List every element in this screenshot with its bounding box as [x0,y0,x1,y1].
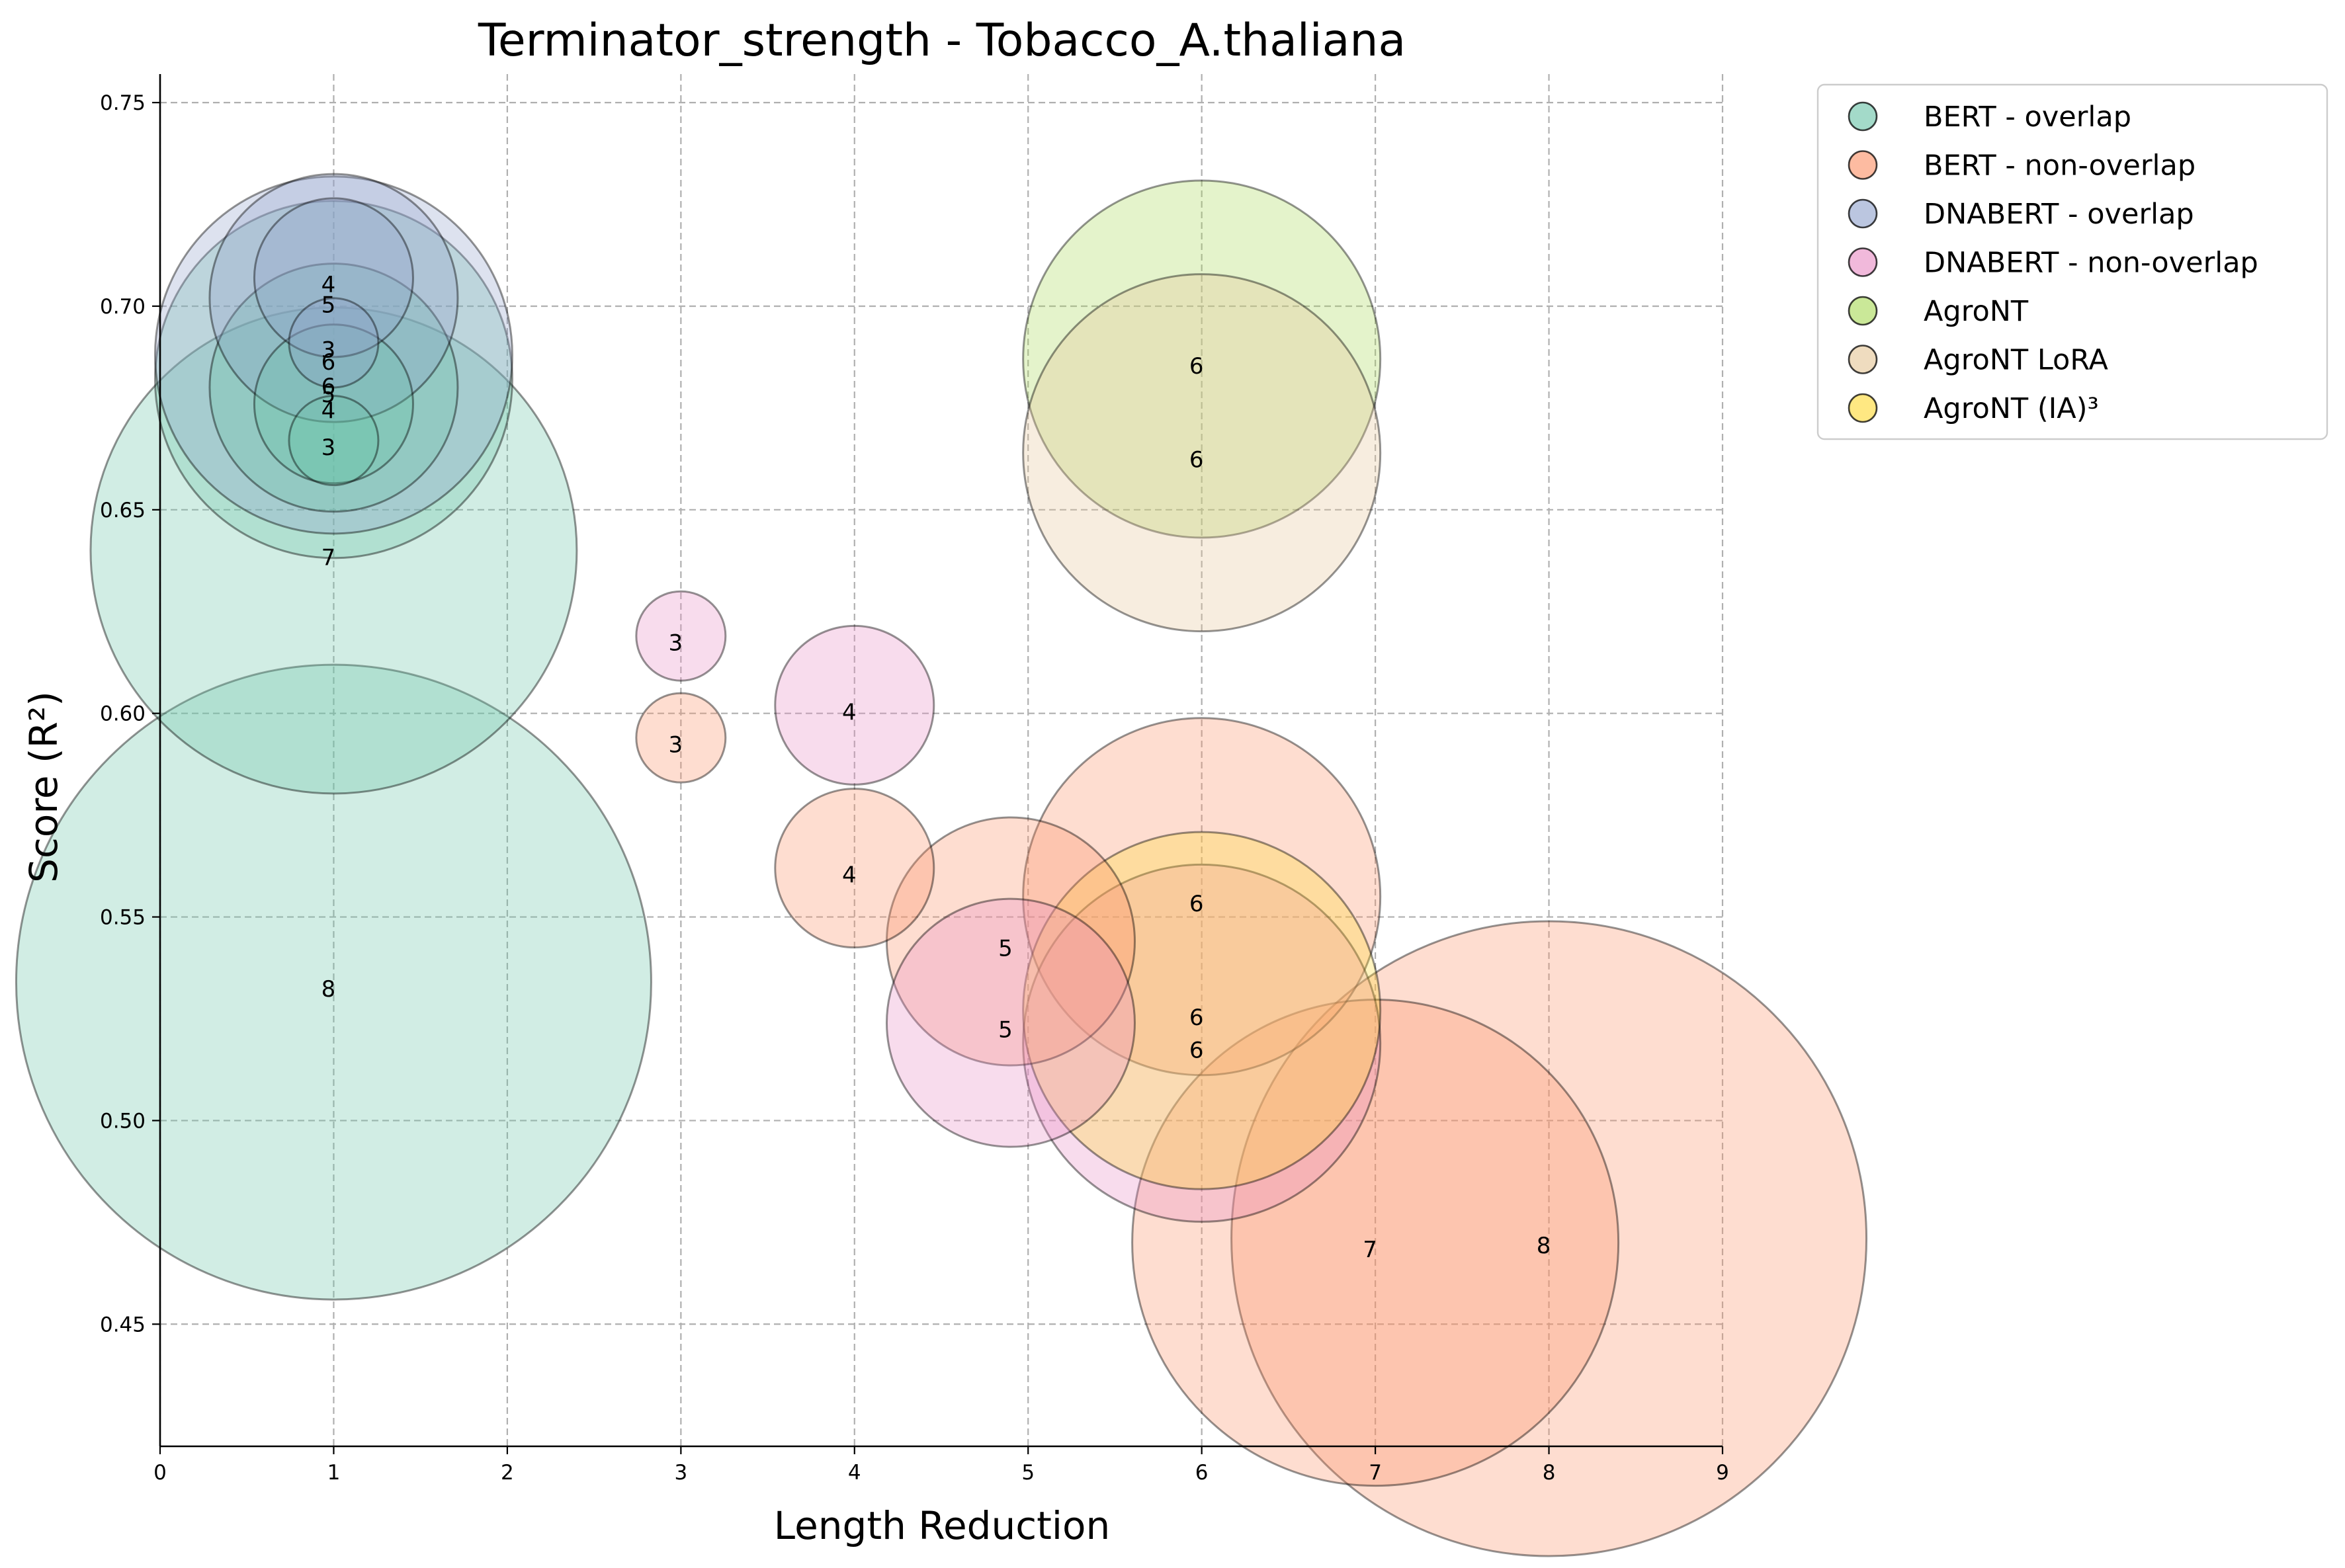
bubble-point [885,816,1136,1067]
x-tick-label: 0 [153,1461,167,1485]
bubble-point [208,173,459,423]
legend-marker [1848,198,1878,229]
legend-label: BERT - non-overlap [1924,149,2196,183]
bubble-data-label: 4 [842,699,857,725]
y-tick-label: 0.45 [100,1313,146,1337]
axes [152,74,1724,1454]
x-tick-label: 4 [848,1461,861,1485]
bubble-data-label: 8 [1537,1233,1551,1259]
legend: BERT - overlap BERT - non-overlap DNABERT … [1816,83,2328,440]
bubble-data-label: 7 [1363,1237,1377,1263]
bubble-point [153,200,513,559]
legend-box [1816,83,2328,440]
x-tick-label: 3 [674,1461,687,1485]
bubble-data-label: 8 [321,976,336,1003]
bubble-point [1022,863,1382,1223]
legend-marker [1848,101,1878,132]
legend-marker [1848,247,1878,277]
bubble-point [885,897,1136,1148]
bubble-point [288,395,380,487]
y-tick-label: 0.75 [100,91,146,115]
bubble-point [1022,273,1382,633]
bubble-data-label: 3 [321,337,336,363]
legend-marker [1848,150,1878,180]
tick-labels: 0 1 2 3 4 5 6 7 8 90.450.500.550.600.650.700.75 [100,91,1729,1485]
x-tick-label: 1 [327,1461,341,1485]
legend-label: AgroNT LoRA [1924,344,2108,377]
bubble-data-label: 4 [321,272,336,298]
y-tick-label: 0.50 [100,1109,146,1133]
bubble-point [635,692,727,784]
legend-label: BERT - overlap [1924,101,2131,134]
bubble-data-label: 6 [1189,891,1204,917]
bubble-point [1230,920,1868,1557]
bubble-point [1022,717,1382,1077]
bubble-point [89,306,578,795]
grid-lines [159,74,1724,1446]
y-tick-label: 0.55 [100,906,146,930]
chart-title: Terminator_strength - Tobacco_A.thaliana [478,15,1406,67]
x-tick-label: 9 [1716,1461,1729,1485]
bubble-data-label: 5 [998,1017,1013,1044]
bubble-data-label: 4 [842,862,857,889]
legend-marker [1848,345,1878,374]
bubble-data-label: 6 [1189,353,1204,380]
y-tick-label: 0.60 [100,702,146,726]
bubble-point [208,263,459,513]
bubble-data-label: 6 [1189,447,1204,474]
bubble-point [253,197,414,358]
y-axis-title: Score (R²) [21,691,66,883]
bubble-point [288,297,380,389]
bubble-data-label: 5 [321,292,336,319]
bubble-point [1131,999,1620,1487]
legend-marker [1848,393,1878,423]
bubble-data-label: 4 [321,398,336,425]
bubble-point [635,590,727,682]
bubble-point [1022,179,1382,539]
y-tick-label: 0.70 [100,295,146,319]
y-tick-label: 0.65 [100,499,146,522]
legend-label: AgroNT [1924,295,2029,328]
bubble-data-label: 3 [669,732,683,759]
legend-label: DNABERT - non-overlap [1924,247,2258,280]
bubble-data-label: 5 [998,935,1013,962]
legend-marker [1848,296,1878,326]
x-tick-label: 7 [1369,1461,1382,1485]
x-axis-title: Length Reduction [774,1503,1110,1548]
bubble-data-label: 6 [1189,1037,1204,1063]
bubble-data-label: 6 [321,374,336,400]
bubbles [15,173,1868,1557]
bubble-data-label: 6 [321,349,336,376]
x-tick-label: 2 [501,1461,514,1485]
bubble-point [774,624,935,786]
x-tick-label: 5 [1021,1461,1035,1485]
bubble-point [774,788,935,949]
bubble-point [153,175,513,535]
legend-label: DNABERT - overlap [1924,198,2194,231]
bubble-data-label: 6 [1189,1005,1204,1031]
bubble-data-label: 3 [669,630,683,657]
x-tick-label: 8 [1543,1461,1556,1485]
bubble-point [15,663,652,1301]
legend-label: AgroNT (IA)³ [1924,392,2099,425]
bubble-point [1022,831,1382,1190]
x-tick-label: 6 [1195,1461,1209,1485]
bubble-data-label: 5 [321,382,336,408]
bubble-data-label: 7 [321,544,336,571]
bubble-point [253,323,414,485]
bubble-data-label: 3 [321,434,336,461]
